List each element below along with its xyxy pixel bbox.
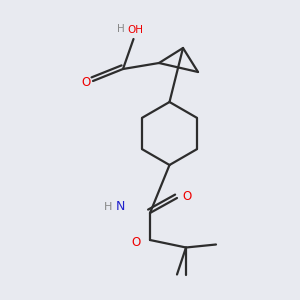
Text: OH: OH — [127, 26, 143, 35]
Text: O: O — [82, 76, 91, 89]
Text: O: O — [182, 190, 192, 203]
Text: H: H — [104, 202, 112, 212]
Text: H: H — [117, 24, 125, 34]
Text: O: O — [132, 236, 141, 249]
Text: N: N — [116, 200, 125, 214]
